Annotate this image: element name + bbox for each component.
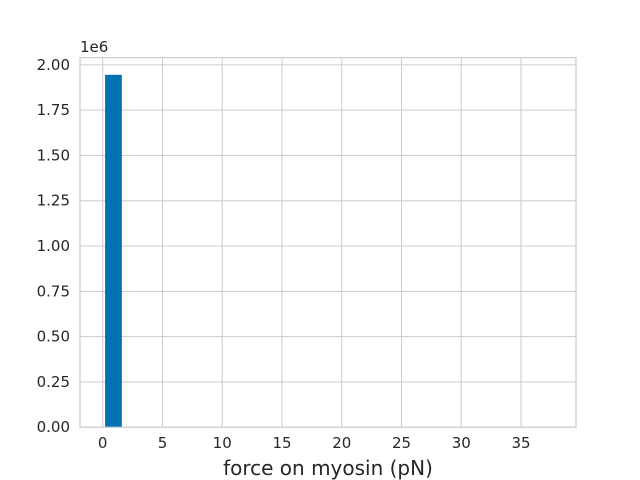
x-tick-label-2: 10	[213, 434, 232, 452]
x-tick-label-6: 30	[452, 434, 471, 452]
y-tick-label-1: 0.25	[37, 373, 70, 391]
y-tick-label-4: 1.00	[37, 237, 70, 255]
x-axis-title: force on myosin (pN)	[223, 456, 433, 480]
y-tick-label-5: 1.25	[37, 192, 70, 210]
x-tick-label-7: 35	[511, 434, 530, 452]
y-axis-offset-label: 1e6	[80, 38, 108, 56]
x-tick-label-4: 20	[332, 434, 351, 452]
x-tick-label-0: 0	[98, 434, 108, 452]
y-tick-label-2: 0.50	[37, 328, 70, 346]
bars	[105, 74, 122, 428]
y-tick-label-0: 0.00	[37, 418, 70, 436]
x-tick-label-3: 15	[272, 434, 291, 452]
y-axis-ticks: 0.00 0.25 0.50 0.75 1.00 1.25 1.50 1.75 2.00	[37, 56, 70, 436]
x-axis-ticks: 0 5 10 15 20 25 30 35	[98, 434, 531, 452]
x-tick-label-1: 5	[158, 434, 168, 452]
y-tick-label-6: 1.50	[37, 146, 70, 164]
grid	[80, 57, 576, 428]
y-tick-label-8: 2.00	[37, 56, 70, 74]
y-tick-label-7: 1.75	[37, 101, 70, 119]
histogram-bar-0	[105, 74, 122, 428]
plot-frame	[79, 56, 577, 428]
y-tick-label-3: 0.75	[37, 282, 70, 300]
x-tick-label-5: 25	[392, 434, 411, 452]
